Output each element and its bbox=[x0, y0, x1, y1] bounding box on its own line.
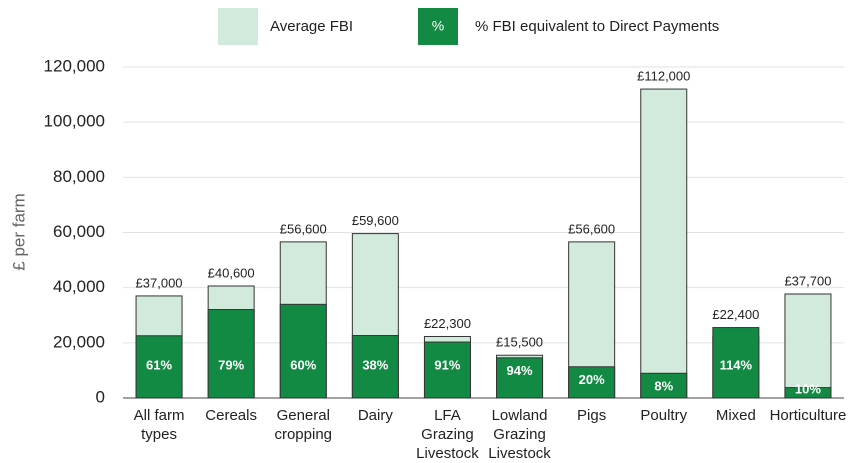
y-tick-label: 100,000 bbox=[44, 112, 105, 131]
x-tick-label: Dairy bbox=[358, 407, 394, 424]
x-tick-label: types bbox=[141, 426, 177, 443]
value-label: £112,000 bbox=[637, 69, 690, 84]
x-tick-label: Grazing bbox=[421, 426, 474, 443]
y-tick-label: 120,000 bbox=[44, 56, 105, 75]
value-label: 61% bbox=[146, 357, 172, 372]
x-tick-label: Mixed bbox=[716, 407, 756, 424]
legend-symbol: % bbox=[432, 18, 444, 34]
value-label: 20% bbox=[579, 372, 605, 387]
bar bbox=[784, 293, 832, 399]
x-tick-label: Livestock bbox=[416, 445, 479, 462]
bar bbox=[207, 309, 255, 399]
y-axis-label: £ per farm bbox=[9, 193, 28, 270]
bar bbox=[135, 335, 183, 399]
x-tick-label: Pigs bbox=[577, 407, 606, 424]
y-tick-label: 20,000 bbox=[53, 332, 105, 351]
bar bbox=[784, 387, 832, 399]
value-label: £59,600 bbox=[352, 213, 399, 228]
bar bbox=[640, 372, 688, 399]
legend-swatch bbox=[418, 8, 458, 45]
legend-swatch bbox=[218, 8, 258, 45]
value-label: 8% bbox=[654, 379, 673, 394]
bar bbox=[640, 88, 688, 399]
value-label: 91% bbox=[434, 357, 460, 372]
y-tick-label: 80,000 bbox=[53, 167, 105, 186]
value-label: 10% bbox=[795, 381, 821, 396]
x-tick-label: cropping bbox=[274, 426, 332, 443]
x-tick-label: General bbox=[277, 407, 330, 424]
x-tick-label: Grazing bbox=[493, 426, 546, 443]
value-label: £22,300 bbox=[424, 316, 471, 331]
value-label: £56,600 bbox=[568, 221, 615, 236]
x-tick-label: Cereals bbox=[205, 407, 257, 424]
x-tick-label: Lowland bbox=[492, 407, 548, 424]
bar bbox=[568, 366, 616, 399]
y-tick-label: 40,000 bbox=[53, 277, 105, 296]
value-label: 60% bbox=[290, 357, 316, 372]
value-label: £37,000 bbox=[136, 275, 183, 290]
value-label: £22,400 bbox=[712, 307, 759, 322]
value-label: £15,500 bbox=[496, 335, 543, 350]
value-label: 114% bbox=[720, 357, 753, 372]
value-label: £56,600 bbox=[280, 221, 327, 236]
y-tick-label: 60,000 bbox=[53, 222, 105, 241]
bar bbox=[496, 357, 544, 399]
x-tick-label: Livestock bbox=[488, 445, 551, 462]
y-tick-label: 0 bbox=[96, 387, 105, 406]
x-tick-label: Horticulture bbox=[770, 407, 847, 424]
bar bbox=[423, 341, 471, 399]
value-label: £37,700 bbox=[784, 273, 831, 288]
legend-label: Average FBI bbox=[270, 18, 353, 35]
bar bbox=[712, 327, 760, 399]
bar bbox=[351, 335, 399, 399]
value-label: 94% bbox=[507, 363, 533, 378]
x-tick-label: LFA bbox=[434, 407, 461, 424]
x-tick-label: Poultry bbox=[640, 407, 687, 424]
value-label: £40,600 bbox=[208, 265, 255, 280]
x-tick-label: All farm bbox=[134, 407, 185, 424]
value-label: 38% bbox=[362, 357, 388, 372]
legend-label: % FBI equivalent to Direct Payments bbox=[475, 18, 719, 35]
bar bbox=[279, 303, 327, 399]
value-label: 79% bbox=[218, 357, 244, 372]
